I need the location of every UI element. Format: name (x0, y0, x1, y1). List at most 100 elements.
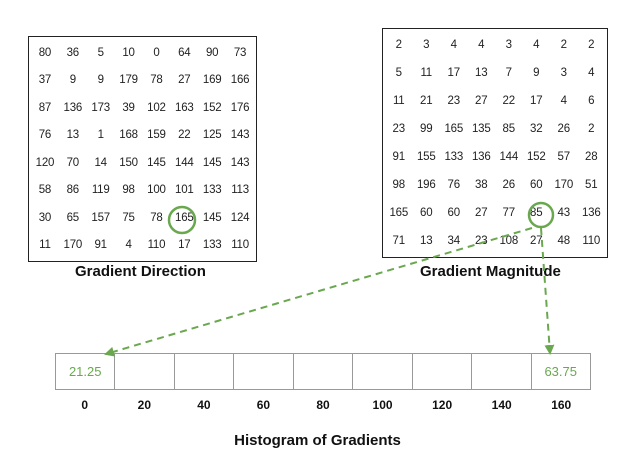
grid-cell: 60 (530, 179, 543, 191)
grid-cell: 99 (420, 123, 433, 135)
histogram-tick-labels: 0 20 40 60 80 100 120 140 160 (55, 398, 591, 414)
grid-cell: 57 (557, 151, 571, 163)
histogram-bin (413, 354, 473, 389)
grid-cell: 101 (175, 184, 194, 197)
grid-cell: 38 (475, 179, 488, 191)
grid-cell: 60 (420, 207, 433, 219)
grid-cell: 90 (205, 46, 219, 59)
grid-cell: 17 (530, 95, 543, 107)
gradient-direction-caption: Gradient Direction (75, 263, 206, 280)
grid-cell: 165 (444, 123, 464, 135)
gradient-magnitude-caption: Gradient Magnitude (420, 263, 561, 280)
grid-cell: 51 (585, 179, 598, 191)
grid-cell: 11 (392, 95, 405, 107)
histogram-bin: 21.25 (56, 354, 116, 389)
histogram-bin (472, 354, 532, 389)
grid-cell: 165 (389, 207, 409, 219)
grid-cell: 170 (554, 179, 574, 191)
grid-cell: 113 (231, 184, 249, 197)
grid-cell: 21 (420, 95, 433, 107)
grid-cell: 37 (38, 74, 52, 87)
grid-cell: 168 (119, 129, 138, 142)
grid-cell: 85 (530, 207, 543, 219)
grid-cell: 27 (475, 207, 488, 219)
grid-cell: 4 (560, 95, 567, 107)
grid-cell: 76 (447, 179, 461, 191)
grid-cell: 27 (178, 74, 191, 87)
grid-cell: 2 (588, 123, 595, 135)
grid-cell: 27 (530, 235, 543, 247)
grid-cell: 3 (423, 39, 430, 51)
grid-cell: 17 (178, 239, 191, 252)
grid-cell: 32 (530, 123, 543, 135)
grid-cell: 2 (560, 39, 567, 51)
grid-cell: 98 (122, 184, 135, 197)
grid-cell: 119 (91, 184, 110, 197)
histogram-tick-label: 40 (197, 398, 211, 412)
grid-cell: 136 (581, 207, 601, 219)
histogram-tick-label: 120 (432, 398, 453, 412)
histogram-tick-label: 0 (81, 398, 89, 412)
grid-cell: 22 (502, 95, 516, 107)
grid-cell: 58 (38, 184, 52, 197)
histogram-bin (175, 354, 235, 389)
grid-cell: 3 (505, 39, 512, 51)
grid-cell: 136 (63, 101, 83, 114)
grid-cell: 2 (588, 39, 595, 51)
grid-cell: 145 (202, 156, 222, 169)
grid-cell: 133 (202, 239, 222, 252)
grid-cell: 98 (392, 179, 406, 191)
grid-cell: 80 (38, 46, 52, 59)
grid-cell: 108 (499, 235, 519, 247)
grid-cell: 78 (150, 211, 163, 224)
grid-cell: 143 (230, 156, 250, 169)
gradient-direction-grid: 80 36 5 10 0 64 90 73 37 9 9 179 78 27 169 166 87 136 173 3… (28, 36, 257, 262)
grid-cell: 22 (178, 129, 191, 142)
grid-cell: 4 (588, 67, 595, 79)
histogram-bin: 63.75 (544, 364, 577, 379)
grid-cell: 165 (175, 211, 194, 224)
grid-cell: 28 (585, 151, 598, 163)
grid-cell: 6 (588, 95, 595, 107)
grid-cell: 39 (122, 101, 135, 114)
grid-cell: 1 (97, 129, 104, 142)
grid-cell: 5 (395, 67, 402, 79)
grid-cell: 145 (147, 156, 166, 169)
histogram-bins: 21.25 63.75 (55, 353, 591, 390)
grid-cell: 133 (202, 184, 222, 197)
grid-cell: 30 (38, 211, 52, 224)
grid-cell: 110 (582, 235, 601, 247)
grid-cell: 150 (119, 156, 138, 169)
grid-cell: 78 (150, 74, 163, 87)
grid-cell: 26 (557, 123, 571, 135)
grid-cell: 0 (153, 46, 160, 59)
histogram-tick-label: 80 (316, 398, 330, 412)
grid-cell: 135 (471, 123, 491, 135)
grid-cell: 11 (420, 67, 433, 79)
grid-cell: 144 (175, 156, 194, 169)
grid-cell: 86 (66, 184, 80, 197)
grid-cell: 173 (91, 101, 110, 114)
grid-cell: 73 (233, 46, 247, 59)
grid-cell: 60 (447, 207, 461, 219)
grid-cell: 152 (202, 101, 222, 114)
grid-cell: 13 (475, 67, 488, 79)
grid-cell: 43 (557, 207, 571, 219)
grid-cell: 11 (39, 239, 51, 252)
grid-cell: 152 (526, 151, 546, 163)
grid-cell: 124 (230, 211, 250, 224)
grid-cell: 145 (202, 211, 222, 224)
grid-cell: 48 (557, 235, 571, 247)
grid-cell: 4 (478, 39, 485, 51)
grid-cell: 9 (97, 74, 104, 87)
grid-cell: 4 (450, 39, 457, 51)
histogram-bin (353, 354, 413, 389)
histogram-title: Histogram of Gradients (234, 432, 401, 449)
grid-cell: 85 (502, 123, 516, 135)
grid-cell: 9 (69, 74, 76, 87)
grid-cell: 102 (147, 101, 166, 114)
histogram-bin (294, 354, 354, 389)
histogram-tick-label: 20 (137, 398, 152, 412)
grid-cell: 166 (230, 74, 250, 87)
grid-cell: 179 (119, 74, 138, 87)
